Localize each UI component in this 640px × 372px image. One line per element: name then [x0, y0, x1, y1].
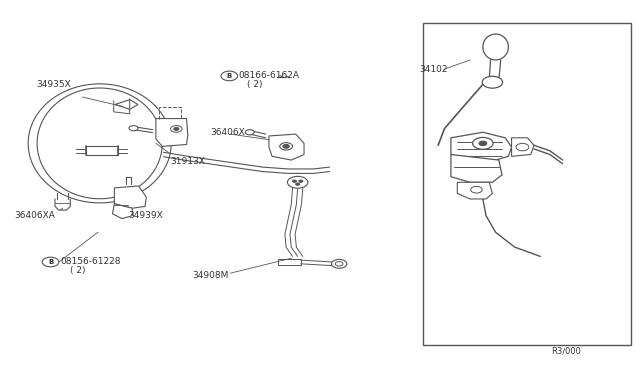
Polygon shape	[86, 146, 118, 155]
Circle shape	[280, 142, 292, 150]
Text: 34908M: 34908M	[192, 271, 228, 280]
Circle shape	[292, 180, 296, 182]
Text: 08156-61228: 08156-61228	[60, 257, 120, 266]
Polygon shape	[269, 134, 304, 160]
Text: 34102: 34102	[419, 65, 447, 74]
Circle shape	[335, 262, 343, 266]
Circle shape	[287, 176, 308, 188]
Text: B: B	[48, 259, 53, 265]
Text: 34939X: 34939X	[129, 211, 163, 220]
Text: 34935X: 34935X	[36, 80, 70, 89]
Polygon shape	[115, 100, 138, 109]
Text: R3∕000: R3∕000	[551, 346, 581, 355]
Polygon shape	[156, 119, 188, 146]
Circle shape	[516, 143, 529, 151]
Circle shape	[470, 186, 482, 193]
Circle shape	[245, 130, 254, 135]
Text: 08166-6162A: 08166-6162A	[238, 71, 300, 80]
Circle shape	[472, 137, 493, 149]
Polygon shape	[451, 154, 502, 182]
Circle shape	[296, 183, 300, 185]
Polygon shape	[451, 132, 511, 160]
Polygon shape	[278, 259, 301, 265]
Text: 36406X: 36406X	[210, 128, 245, 137]
Circle shape	[129, 126, 138, 131]
Circle shape	[283, 144, 289, 148]
Polygon shape	[511, 138, 534, 156]
Circle shape	[171, 126, 182, 132]
Circle shape	[479, 141, 486, 145]
Bar	[424, 23, 631, 345]
Polygon shape	[115, 186, 147, 208]
Circle shape	[173, 128, 179, 131]
Circle shape	[221, 71, 237, 81]
Polygon shape	[113, 204, 132, 219]
Text: ( 2): ( 2)	[70, 266, 85, 275]
Circle shape	[482, 76, 502, 88]
Text: ( 2): ( 2)	[246, 80, 262, 89]
Circle shape	[42, 257, 59, 267]
Text: 31913X: 31913X	[170, 157, 205, 166]
Circle shape	[299, 180, 303, 182]
Text: 36406XA: 36406XA	[15, 211, 56, 220]
Text: B: B	[227, 73, 232, 79]
Circle shape	[332, 259, 347, 268]
Polygon shape	[458, 182, 492, 199]
